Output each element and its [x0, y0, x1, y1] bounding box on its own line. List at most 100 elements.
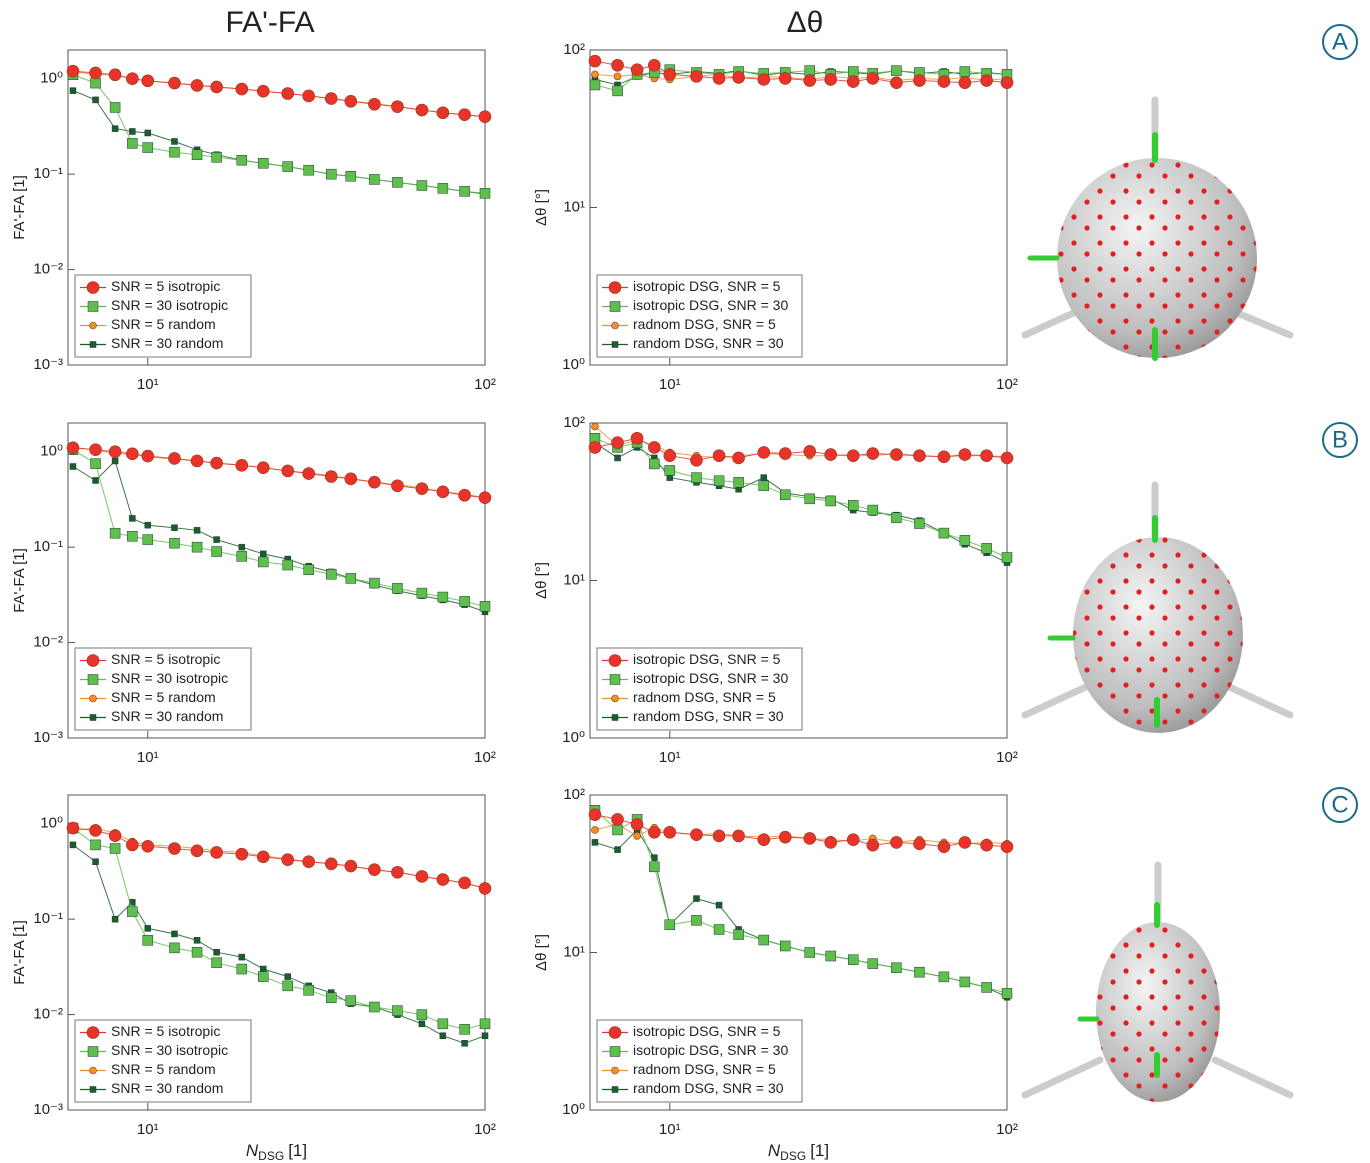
data-point	[193, 937, 201, 944]
legend-marker	[611, 321, 619, 330]
data-point	[459, 1024, 470, 1035]
data-point	[803, 832, 817, 845]
data-point	[142, 935, 154, 946]
data-point	[439, 1032, 447, 1039]
data-point	[169, 537, 180, 549]
x-label-subscript: DSG	[780, 1149, 806, 1163]
legend-label: SNR = 5 random	[111, 316, 216, 332]
data-point	[914, 966, 925, 978]
data-point	[325, 569, 337, 580]
data-point	[236, 154, 248, 166]
data-point	[461, 1040, 468, 1047]
legend-label: SNR = 30 random	[111, 1080, 223, 1096]
x-tick-label: 10²	[474, 749, 496, 766]
data-point	[611, 436, 624, 449]
data-point	[732, 451, 745, 465]
data-point	[663, 68, 677, 81]
data-point	[368, 97, 381, 111]
data-point	[168, 76, 181, 90]
data-point	[890, 836, 903, 849]
data-point	[663, 825, 677, 839]
data-point	[126, 72, 139, 86]
data-point	[958, 448, 972, 461]
sphere-b	[1021, 481, 1294, 733]
data-point	[89, 824, 102, 837]
data-point	[824, 836, 837, 849]
data-point	[591, 826, 599, 834]
legend-marker	[87, 674, 99, 685]
data-point	[345, 995, 357, 1006]
data-point	[588, 54, 602, 68]
data-point	[369, 577, 380, 589]
chart: 10⁻³ 10⁻² 10⁻¹ 10⁰ 10¹ 10² FA'-FA [1] SNR = 5 i…	[11, 422, 496, 766]
data-point	[866, 447, 880, 460]
data-point	[732, 829, 745, 843]
data-point	[69, 463, 77, 470]
data-point	[436, 485, 450, 499]
data-point	[980, 74, 993, 87]
data-point	[481, 1032, 489, 1039]
data-point	[458, 488, 471, 502]
data-point	[436, 873, 450, 886]
data-point	[614, 846, 621, 853]
data-point	[235, 847, 249, 861]
data-point	[715, 901, 723, 909]
data-point	[211, 957, 222, 968]
y-tick-label: 10⁻²	[33, 634, 63, 651]
data-point	[391, 100, 404, 113]
data-point	[92, 477, 99, 484]
data-point	[142, 142, 154, 153]
data-point	[418, 1020, 426, 1028]
data-point	[325, 168, 337, 180]
data-point	[92, 96, 99, 104]
data-point	[191, 946, 203, 958]
legend-marker	[608, 654, 622, 667]
x-axis-label: NDSG [1]	[768, 1141, 829, 1163]
y-tick-label: 10⁰	[562, 729, 585, 746]
data-point	[258, 971, 269, 982]
data-point	[663, 449, 677, 462]
data-point	[937, 450, 951, 464]
legend-label: SNR = 30 random	[111, 335, 223, 351]
data-point	[712, 449, 726, 462]
y-tick-label: 10¹	[563, 943, 585, 960]
data-point	[369, 1001, 380, 1013]
data-point	[368, 475, 381, 489]
data-point	[436, 106, 450, 120]
legend-marker	[89, 1066, 97, 1075]
data-point	[614, 454, 621, 462]
legend-marker	[87, 301, 99, 312]
data-point	[210, 456, 223, 470]
data-point	[588, 808, 602, 821]
data-point	[127, 906, 138, 917]
data-point	[890, 76, 903, 89]
data-point	[847, 954, 859, 965]
legend-label: radnom DSG, SNR = 5	[633, 1061, 776, 1077]
data-point	[804, 947, 815, 958]
data-point	[415, 870, 429, 883]
legend-label: SNR = 5 isotropic	[111, 1023, 220, 1039]
data-point	[344, 95, 358, 108]
data-point	[66, 441, 80, 455]
data-point	[211, 152, 222, 163]
legend-box	[596, 274, 803, 358]
data-point	[235, 82, 249, 96]
data-point	[282, 559, 293, 571]
data-point	[690, 828, 703, 841]
data-point	[258, 556, 269, 568]
data-point	[690, 70, 703, 83]
data-point	[108, 445, 122, 459]
x-tick-label: 10¹	[137, 376, 159, 393]
data-point	[171, 524, 178, 531]
data-point	[144, 129, 152, 137]
data-point	[303, 984, 314, 996]
data-point	[345, 573, 357, 584]
legend-label: SNR = 5 isotropic	[111, 651, 220, 667]
y-tick-label: 10⁻²	[33, 261, 63, 278]
data-point	[282, 161, 293, 172]
data-point	[913, 449, 926, 462]
data-point	[171, 138, 178, 145]
x-tick-label: 10²	[996, 749, 1018, 766]
legend-label: SNR = 30 isotropic	[111, 670, 228, 686]
